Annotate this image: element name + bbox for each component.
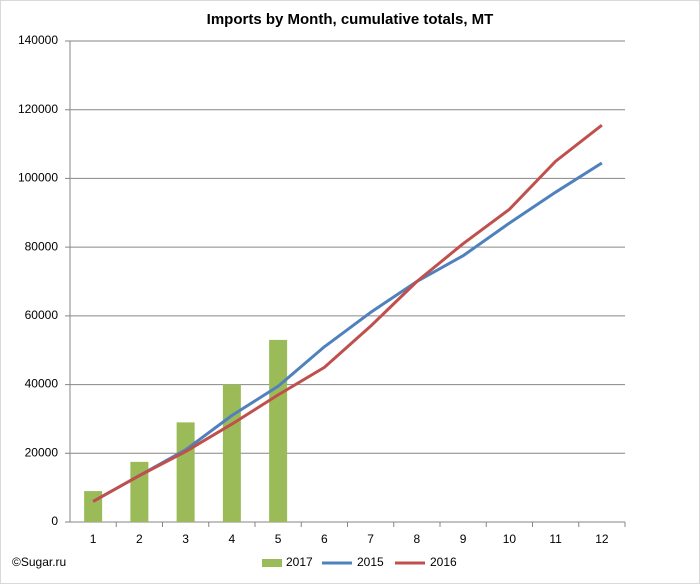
source: ©Sugar.ru (12, 555, 66, 569)
bar (222, 384, 241, 522)
bar (176, 422, 195, 522)
line (92, 123, 603, 503)
y-tick-label: 40000 (25, 377, 59, 391)
x-tick-label: 4 (229, 532, 236, 546)
y-tick-label: 100000 (18, 171, 58, 185)
x-tick-label: 5 (275, 532, 282, 546)
bar (84, 491, 103, 522)
x-tick-label: 12 (595, 532, 609, 546)
y-tick-label: 20000 (25, 445, 59, 459)
legend-swatch (262, 559, 282, 567)
y-tick-label: 80000 (25, 239, 59, 253)
y-tick-label: 140000 (18, 33, 58, 47)
y-tick-label: 0 (51, 514, 58, 528)
bar (269, 339, 288, 522)
x-tick-label: 1 (90, 532, 97, 546)
x-tick-label: 6 (321, 532, 328, 546)
x-tick-label: 9 (460, 532, 467, 546)
x-tick-label: 8 (414, 532, 421, 546)
legend-label: 2017 (286, 555, 313, 569)
x-tick-label: 2 (136, 532, 143, 546)
x-tick-label: 10 (503, 532, 517, 546)
y-tick-label: 60000 (25, 308, 59, 322)
x-tick-label: 11 (549, 532, 562, 546)
chart-title: Imports by Month, cumulative totals, MT (207, 11, 494, 28)
x-tick-label: 3 (182, 532, 189, 546)
legend-label: 2015 (357, 555, 384, 569)
x-tick-label: 7 (367, 532, 374, 546)
legend-label: 2016 (430, 555, 457, 569)
y-tick-label: 120000 (18, 102, 58, 116)
